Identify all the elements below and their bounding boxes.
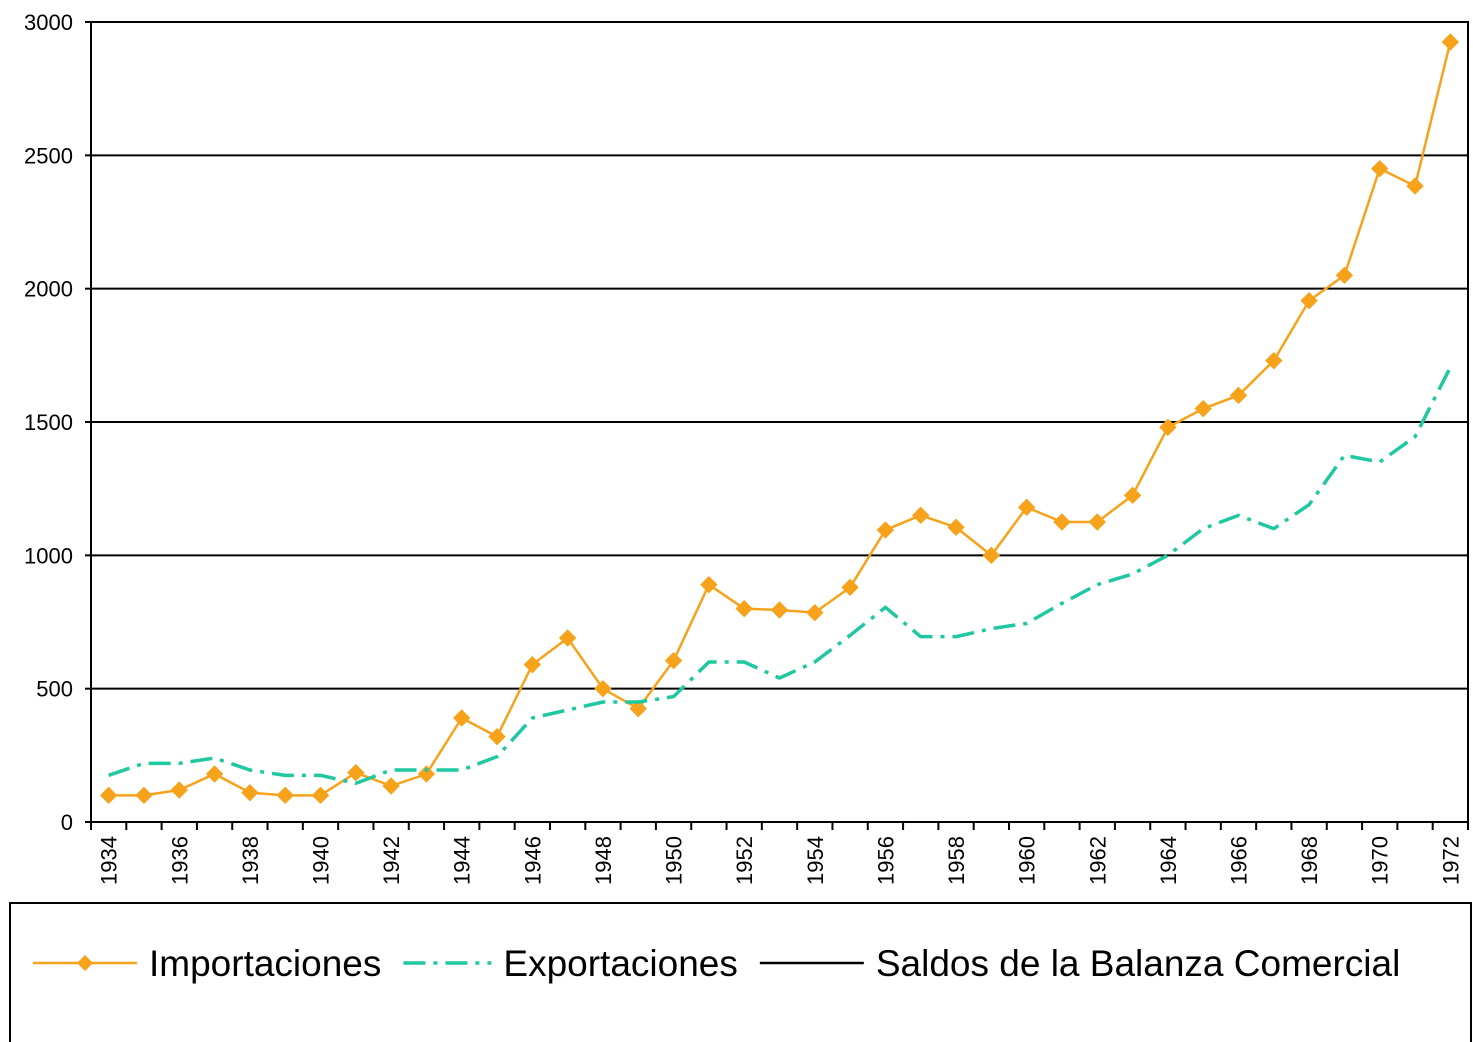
point-marker xyxy=(876,521,895,539)
point-marker xyxy=(912,506,930,525)
x-tick-label: 1938 xyxy=(238,836,263,885)
x-tick-label: 1936 xyxy=(167,836,192,885)
point-marker xyxy=(523,655,542,674)
point-marker xyxy=(1053,513,1071,531)
point-marker xyxy=(488,727,506,746)
x-tick-label: 1964 xyxy=(1156,836,1181,885)
point-marker xyxy=(735,599,753,618)
point-marker xyxy=(664,651,683,670)
point-marker xyxy=(1371,159,1389,178)
legend-marker xyxy=(77,955,93,971)
point-marker xyxy=(1300,291,1318,310)
point-marker xyxy=(841,578,859,597)
point-marker xyxy=(1159,418,1177,437)
point-marker xyxy=(205,765,224,783)
x-tick-label: 1942 xyxy=(379,836,404,885)
x-tick-label: 1966 xyxy=(1227,836,1252,885)
legend-label: Exportaciones xyxy=(503,943,737,984)
point-marker xyxy=(417,765,436,783)
point-marker xyxy=(135,786,153,805)
legend-label: Saldos de la Balanza Comercial xyxy=(876,943,1400,984)
legend: Importaciones Exportaciones Saldos de la B… xyxy=(33,943,1400,984)
point-marker xyxy=(1194,399,1212,418)
legend-box xyxy=(9,902,1472,1042)
point-marker xyxy=(1088,513,1106,531)
x-tick-label: 1962 xyxy=(1085,836,1110,885)
y-tick-label: 3000 xyxy=(24,10,73,35)
x-tick-label: 1970 xyxy=(1368,836,1393,885)
x-tick-label: 1956 xyxy=(873,836,898,885)
point-marker xyxy=(770,601,789,619)
x-tick-label: 1940 xyxy=(309,836,334,885)
point-marker xyxy=(241,783,259,802)
y-tick-label: 0 xyxy=(61,810,73,835)
x-tick-label: 1958 xyxy=(944,836,969,885)
point-marker xyxy=(806,603,824,622)
x-tick-label: 1952 xyxy=(732,836,757,885)
point-marker xyxy=(700,575,718,594)
x-tick-label: 1948 xyxy=(591,836,616,885)
x-tick-label: 1954 xyxy=(803,836,828,885)
point-marker xyxy=(947,518,965,537)
x-tick-label: 1944 xyxy=(450,836,475,885)
point-marker xyxy=(982,546,1001,565)
point-marker xyxy=(382,777,400,795)
point-marker xyxy=(1406,177,1424,195)
y-tick-label: 1000 xyxy=(24,543,73,568)
point-marker xyxy=(1335,266,1354,285)
point-marker xyxy=(629,699,647,718)
x-tick-label: 1946 xyxy=(520,836,545,885)
point-marker xyxy=(1441,33,1460,51)
point-marker xyxy=(347,763,365,782)
point-marker xyxy=(1229,386,1248,405)
y-tick-label: 500 xyxy=(36,677,73,702)
point-marker xyxy=(453,709,471,727)
y-tick-label: 1500 xyxy=(24,410,73,435)
point-marker xyxy=(276,786,294,805)
point-marker xyxy=(1265,351,1283,370)
point-marker xyxy=(170,781,188,799)
series-line xyxy=(108,366,1452,786)
x-tick-label: 1972 xyxy=(1438,836,1463,885)
x-tick-label: 1934 xyxy=(97,836,122,885)
point-marker xyxy=(311,786,330,805)
x-tick-label: 1950 xyxy=(662,836,687,885)
x-tick-label: 1968 xyxy=(1297,836,1322,885)
point-marker xyxy=(1123,486,1142,505)
point-marker xyxy=(558,629,577,647)
point-marker xyxy=(594,679,612,698)
x-tick-label: 1960 xyxy=(1015,836,1040,885)
point-marker xyxy=(99,786,118,805)
y-tick-label: 2000 xyxy=(24,277,73,302)
point-marker xyxy=(1017,498,1036,517)
legend-label: Importaciones xyxy=(149,943,381,984)
y-tick-label: 2500 xyxy=(24,143,73,168)
